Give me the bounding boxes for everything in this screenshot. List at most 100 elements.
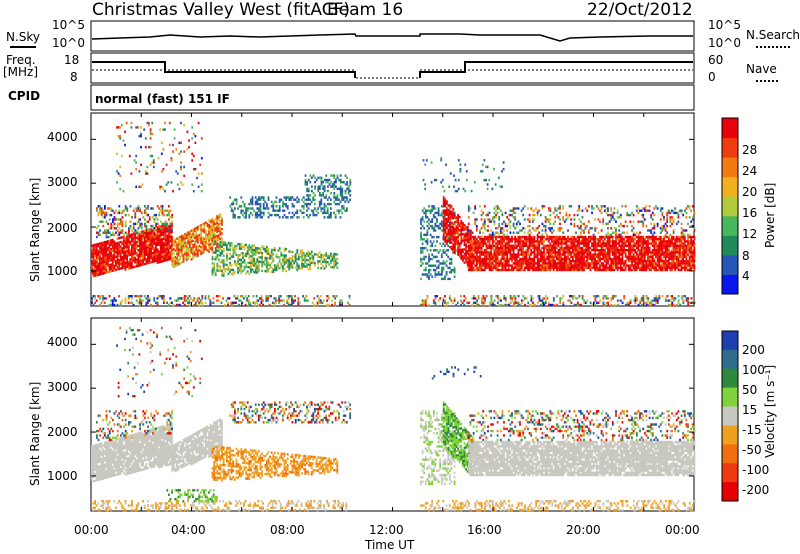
rti-cell <box>251 264 254 267</box>
rti-cell <box>285 247 287 251</box>
rti-cell <box>599 266 601 269</box>
rti-cell <box>448 257 451 261</box>
rti-cell <box>96 207 98 210</box>
rti-cell <box>258 209 260 212</box>
date-label: 22/Oct/2012 <box>587 0 693 20</box>
rti-cell <box>528 238 531 241</box>
rti-cell <box>514 244 517 247</box>
rti-cell <box>118 259 120 262</box>
rti-cell <box>420 277 422 281</box>
rti-cell <box>442 251 445 254</box>
rti-cell <box>134 229 137 232</box>
rti-cell <box>291 264 294 267</box>
rti-cell <box>334 198 337 201</box>
rti-cell <box>145 227 148 230</box>
rti-cell <box>166 243 168 246</box>
rti-cell <box>301 256 303 259</box>
rti-cell <box>624 264 627 267</box>
rti-cell <box>544 301 547 304</box>
rti-cell <box>159 247 162 250</box>
rti-cell <box>104 207 106 210</box>
rti-cell <box>197 241 199 244</box>
rti-cell <box>208 241 210 244</box>
rti-cell <box>447 277 450 281</box>
rti-cell <box>158 295 160 298</box>
rti-cell <box>434 211 437 215</box>
rti-cell <box>320 258 323 261</box>
rti-cell <box>278 207 281 210</box>
rti-cell <box>166 236 168 240</box>
rti-cell <box>563 251 566 254</box>
rti-cell <box>544 268 547 272</box>
rti-cell <box>248 207 251 210</box>
rti-cell <box>452 236 455 240</box>
rti-cell <box>530 257 533 261</box>
rti-cell <box>584 264 587 267</box>
rti-cell <box>538 249 541 252</box>
rti-cell <box>471 262 473 265</box>
rti-cell <box>613 251 616 254</box>
rti-cell <box>544 244 547 247</box>
rti-cell <box>250 202 252 206</box>
rti-cell <box>477 244 480 247</box>
rti-cell <box>187 240 190 243</box>
rti-cell <box>174 240 177 243</box>
rti-cell <box>91 271 93 274</box>
rti-cell <box>535 240 537 243</box>
rti-cell <box>235 202 238 206</box>
rti-cell <box>599 235 601 239</box>
rti-cell <box>166 213 169 217</box>
rti-cell <box>301 251 303 255</box>
rti-cell <box>331 185 334 188</box>
rti-cell <box>241 301 244 304</box>
nsky-tick-high: 10^5 <box>52 18 85 32</box>
rti-cell <box>440 229 443 232</box>
rti-cell <box>434 301 437 304</box>
rti-cell <box>472 262 475 265</box>
rti-cell <box>163 235 165 238</box>
rti-cell <box>267 216 270 219</box>
rti-cell <box>264 263 267 266</box>
rti-cell <box>479 249 481 252</box>
rti-cell <box>578 295 581 298</box>
rti-cell <box>110 250 112 253</box>
rti-cell <box>240 245 243 248</box>
rti-cell <box>442 198 445 201</box>
rti-cell <box>91 260 93 263</box>
cpid-label: CPID <box>8 89 41 103</box>
rti-cell <box>203 250 206 254</box>
rti-cell <box>278 216 281 219</box>
rti-cell <box>128 227 130 230</box>
rti-cell <box>211 228 214 232</box>
rti-cell <box>559 257 561 261</box>
rti-cell <box>474 264 477 267</box>
rti-cell <box>97 251 100 254</box>
rti-cell <box>123 253 125 256</box>
rti-cell <box>250 198 252 201</box>
rti-cell <box>294 266 297 269</box>
rti-cell <box>256 264 259 268</box>
rti-cell <box>179 237 182 241</box>
rti-cell <box>621 262 624 265</box>
rti-cell <box>584 240 587 243</box>
rti-cell <box>195 301 197 304</box>
rti-cell <box>149 163 152 166</box>
rti-cell <box>135 258 138 261</box>
rti-cell <box>251 196 254 199</box>
rti-cell <box>126 245 128 249</box>
rti-cell <box>285 205 287 208</box>
rti-cell <box>653 299 656 302</box>
rti-cell <box>600 264 603 267</box>
rti-cell <box>298 216 300 219</box>
rti-cell <box>232 271 235 274</box>
rti-cell <box>474 240 477 243</box>
rti-cell <box>108 257 111 260</box>
rti-cell <box>167 236 170 239</box>
rti-cell <box>302 254 305 257</box>
rti-cell <box>318 299 320 302</box>
rti-cell <box>331 255 334 258</box>
rti-cell <box>571 255 574 258</box>
rti-cell <box>462 222 464 225</box>
rti-cell <box>161 242 164 245</box>
rti-cell <box>442 299 445 302</box>
